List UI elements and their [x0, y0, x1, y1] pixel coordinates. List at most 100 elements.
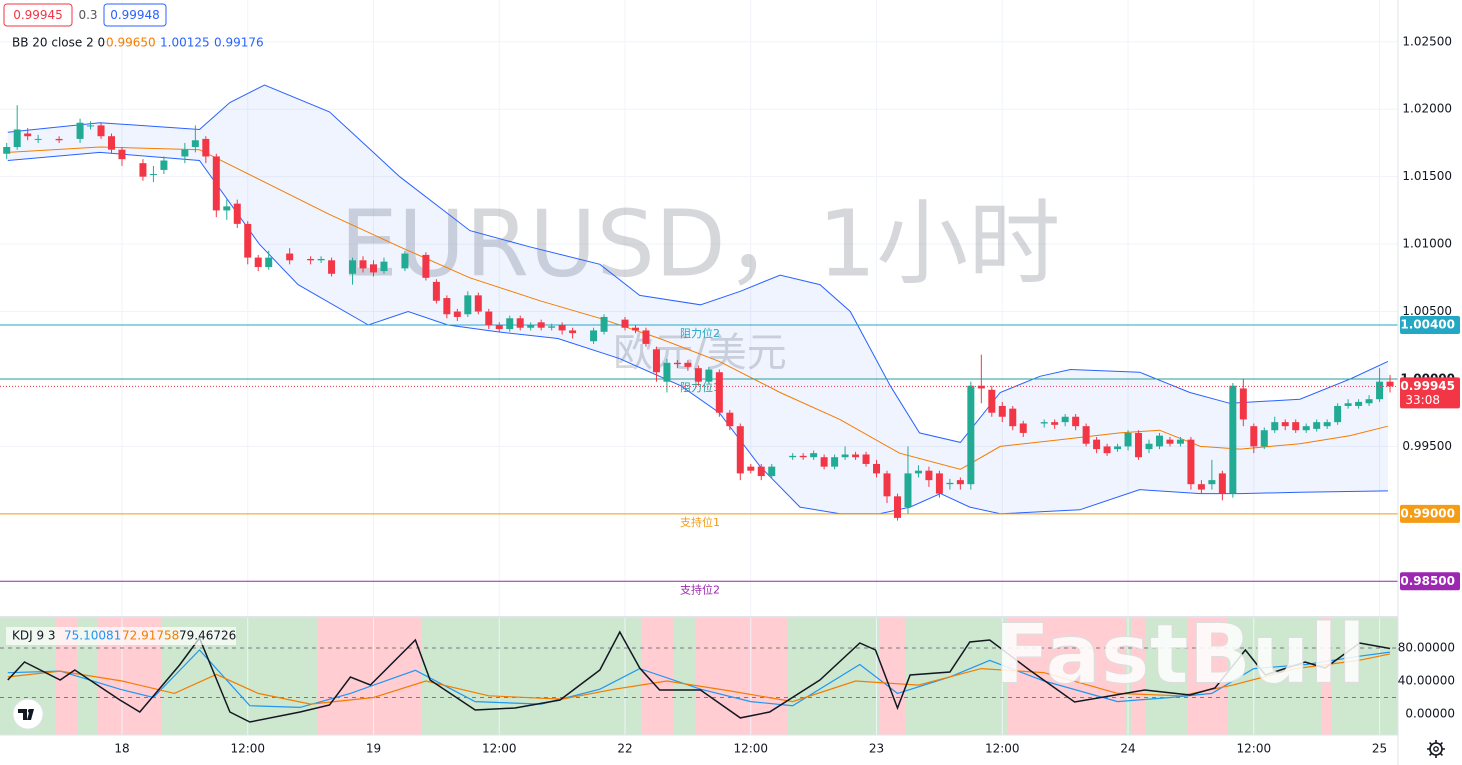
candle-body — [1208, 480, 1216, 485]
candle-body — [160, 160, 168, 170]
candle-body — [516, 318, 524, 328]
candle-body — [1355, 401, 1363, 406]
candle-body — [244, 223, 252, 258]
tradingview-logo[interactable] — [12, 698, 44, 730]
candle-body — [233, 203, 241, 224]
candle-body — [1124, 432, 1132, 447]
candle-body — [642, 330, 650, 344]
candle-body — [443, 298, 451, 315]
candle-body — [55, 138, 63, 141]
kdj-zone — [1322, 618, 1332, 735]
candle-body — [1040, 422, 1048, 424]
kdj-zone — [1188, 618, 1228, 735]
candle-body — [527, 325, 535, 328]
grid-layer — [0, 0, 1398, 735]
x-tick-label: 18 — [114, 742, 129, 756]
candle-body — [789, 455, 797, 458]
candle-body — [1166, 439, 1174, 444]
candle-body — [1250, 426, 1258, 447]
candle-body — [946, 482, 954, 485]
candle-body — [265, 257, 273, 268]
candle-body — [967, 385, 975, 485]
kdj-readout: 75.10081 — [64, 629, 121, 643]
candle-body — [1386, 381, 1394, 387]
candle-body — [747, 466, 755, 471]
ask-price[interactable]: 0.99948 — [110, 8, 160, 22]
candle-body — [904, 473, 912, 508]
candle-body — [852, 454, 860, 458]
last-price-label: 0.99945 — [1400, 379, 1455, 393]
level-name: 阻力位1 — [680, 380, 720, 394]
candle-body — [715, 372, 723, 413]
candle-body — [1239, 388, 1247, 420]
candle-body — [1082, 426, 1090, 444]
x-tick-label: 23 — [869, 742, 884, 756]
candle-body — [307, 258, 315, 261]
x-tick-label: 25 — [1372, 742, 1387, 756]
bb-readout: 0.99176 — [214, 36, 264, 50]
candle-body — [191, 140, 199, 148]
candle-body — [1155, 435, 1163, 447]
candle-body — [694, 368, 702, 382]
candle-body — [558, 325, 566, 331]
candle-body — [328, 260, 336, 274]
candle-body — [841, 454, 849, 458]
ui-layer: 0.99945 0.3 0.99948 BB 20 close 2 0 0.99… — [3, 3, 1460, 758]
kdj-zone — [318, 618, 422, 735]
candle-body — [820, 457, 828, 467]
candle-body — [1302, 426, 1310, 431]
kdj-zone — [880, 618, 905, 735]
kdj-line — [7, 630, 1391, 723]
candle-body — [956, 480, 964, 485]
candle-body — [286, 253, 294, 261]
settings-icon[interactable] — [1427, 740, 1445, 758]
ask-box[interactable] — [103, 3, 167, 27]
y-tick-label: 1.01500 — [1402, 169, 1452, 183]
bid-price[interactable]: 0.99945 — [13, 8, 63, 22]
candle-body — [97, 125, 105, 137]
candle-body — [1176, 439, 1184, 444]
candle-body — [873, 463, 881, 474]
candle-body — [13, 129, 21, 148]
kdj-tick-label: 80.00000 — [1398, 641, 1455, 655]
candle-body — [464, 295, 472, 315]
plot-layer: 阻力位2 阻力位1 支持位1 支持位2 — [0, 84, 1398, 723]
kdj-tick-label: 0.00000 — [1405, 706, 1455, 720]
x-tick-label: 12:00 — [230, 742, 265, 756]
bid-box[interactable] — [3, 3, 73, 27]
candle-body — [652, 349, 660, 373]
candle-body — [998, 405, 1006, 417]
candle-body — [1009, 408, 1017, 427]
candle-body — [1061, 416, 1069, 423]
candle-body — [76, 122, 84, 139]
candle-body — [1292, 422, 1300, 431]
level-badge-label: 0.99000 — [1400, 506, 1455, 520]
candle-body — [1135, 432, 1143, 458]
bb-legend: BB 20 close 2 0 — [12, 36, 105, 50]
level-badge — [1400, 504, 1460, 523]
watermark-brand: FastBull — [994, 607, 1366, 702]
bb-upper — [7, 84, 1389, 443]
kdj-legend-bg — [6, 627, 236, 645]
candle-body — [1019, 423, 1027, 433]
candle-body — [1103, 446, 1111, 454]
candle-body — [569, 330, 577, 334]
bb-fill — [7, 84, 1388, 514]
x-tick-label: 12:00 — [1237, 742, 1272, 756]
candle-body — [108, 136, 116, 150]
level-name: 支持位1 — [680, 515, 720, 529]
y-tick-label: 0.99500 — [1402, 439, 1452, 453]
candle-body — [726, 412, 734, 427]
countdown: 33:08 — [1405, 393, 1440, 407]
x-tick-label: 24 — [1120, 742, 1135, 756]
kdj-readout: 72.91758 — [122, 629, 179, 643]
candle-body — [223, 206, 231, 211]
bb-readout: 0.99650 — [106, 36, 156, 50]
candle-body — [317, 258, 325, 261]
candle-body — [1051, 422, 1059, 425]
candle-body — [181, 149, 189, 157]
candle-body — [600, 316, 608, 332]
candle-body — [432, 281, 440, 301]
